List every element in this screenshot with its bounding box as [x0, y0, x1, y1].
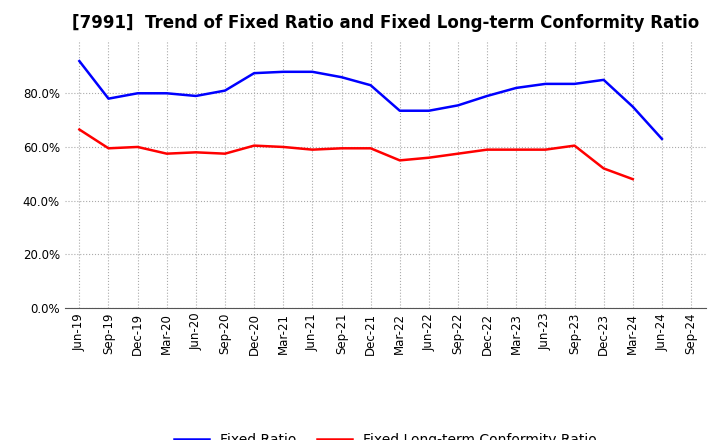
Fixed Long-term Conformity Ratio [75, 127, 84, 132]
Fixed Ratio [395, 108, 404, 114]
Fixed Long-term Conformity Ratio [104, 146, 113, 151]
Fixed Long-term Conformity Ratio [220, 151, 229, 156]
Fixed Long-term Conformity Ratio [512, 147, 521, 152]
Fixed Long-term Conformity Ratio [133, 144, 142, 150]
Fixed Ratio [337, 74, 346, 80]
Fixed Long-term Conformity Ratio [279, 144, 287, 150]
Fixed Long-term Conformity Ratio [337, 146, 346, 151]
Fixed Ratio [454, 103, 462, 108]
Title: [7991]  Trend of Fixed Ratio and Fixed Long-term Conformity Ratio: [7991] Trend of Fixed Ratio and Fixed Lo… [71, 15, 699, 33]
Fixed Long-term Conformity Ratio [454, 151, 462, 156]
Fixed Ratio [541, 81, 550, 87]
Fixed Ratio [279, 69, 287, 74]
Fixed Ratio [570, 81, 579, 87]
Fixed Ratio [250, 70, 258, 76]
Line: Fixed Ratio: Fixed Ratio [79, 61, 662, 139]
Fixed Long-term Conformity Ratio [192, 150, 200, 155]
Fixed Ratio [163, 91, 171, 96]
Fixed Long-term Conformity Ratio [629, 176, 637, 182]
Line: Fixed Long-term Conformity Ratio: Fixed Long-term Conformity Ratio [79, 129, 633, 179]
Fixed Long-term Conformity Ratio [163, 151, 171, 156]
Fixed Ratio [483, 93, 492, 99]
Fixed Ratio [629, 104, 637, 109]
Fixed Long-term Conformity Ratio [425, 155, 433, 160]
Fixed Long-term Conformity Ratio [395, 158, 404, 163]
Fixed Ratio [657, 136, 666, 142]
Fixed Ratio [599, 77, 608, 82]
Fixed Ratio [220, 88, 229, 93]
Fixed Long-term Conformity Ratio [483, 147, 492, 152]
Fixed Ratio [512, 85, 521, 91]
Fixed Long-term Conformity Ratio [570, 143, 579, 148]
Fixed Ratio [192, 93, 200, 99]
Fixed Long-term Conformity Ratio [308, 147, 317, 152]
Fixed Ratio [366, 83, 375, 88]
Fixed Ratio [425, 108, 433, 114]
Fixed Ratio [133, 91, 142, 96]
Legend: Fixed Ratio, Fixed Long-term Conformity Ratio: Fixed Ratio, Fixed Long-term Conformity … [168, 428, 602, 440]
Fixed Ratio [104, 96, 113, 101]
Fixed Long-term Conformity Ratio [541, 147, 550, 152]
Fixed Ratio [308, 69, 317, 74]
Fixed Ratio [75, 59, 84, 64]
Fixed Long-term Conformity Ratio [366, 146, 375, 151]
Fixed Long-term Conformity Ratio [599, 166, 608, 171]
Fixed Long-term Conformity Ratio [250, 143, 258, 148]
